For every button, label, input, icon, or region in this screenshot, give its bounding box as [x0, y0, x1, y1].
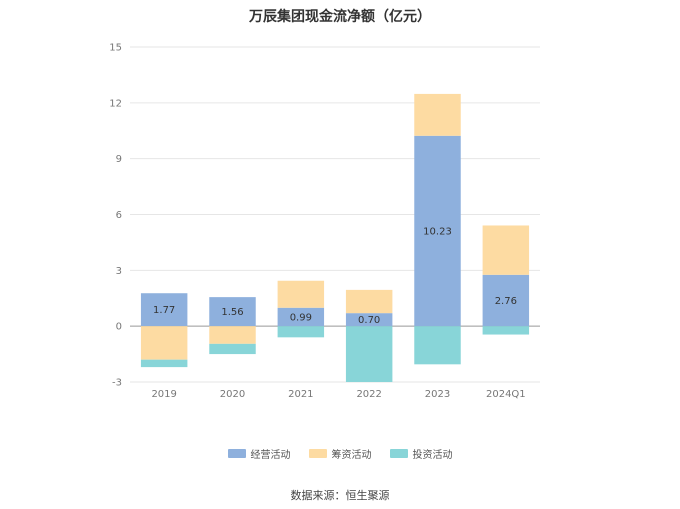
- legend-label: 投资活动: [412, 450, 453, 461]
- legend-label: 经营活动: [250, 450, 291, 461]
- legend-swatch: [308, 449, 327, 458]
- bar-segment: [277, 326, 325, 338]
- bar-segment: [482, 274, 530, 327]
- legend-item[interactable]: 投资活动: [389, 446, 453, 461]
- bar-segment: [414, 93, 461, 136]
- legend-item[interactable]: 筹资活动: [308, 446, 372, 461]
- bar-segment: [414, 326, 461, 365]
- bar-segment: [140, 359, 188, 368]
- bar-segment: [209, 297, 256, 327]
- bar-segment: [345, 313, 393, 327]
- legend-swatch: [227, 449, 246, 458]
- x-tick-label: 2022: [356, 389, 381, 400]
- x-tick-label: 2023: [425, 389, 450, 400]
- bar-segment: [482, 326, 530, 335]
- bar-data-label: 1.56: [221, 307, 243, 318]
- bar-segment: [277, 307, 325, 327]
- bar-segment: [277, 280, 325, 308]
- bar-segment: [345, 326, 393, 382]
- bar-segment: [209, 326, 256, 344]
- y-tick-label: 6: [116, 210, 122, 221]
- legend-label: 筹资活动: [331, 450, 372, 461]
- x-tick-label: 2019: [151, 389, 176, 400]
- chart-title: 万辰集团现金流净额（亿元）: [249, 9, 431, 25]
- x-tick-label: 2020: [220, 389, 245, 400]
- y-tick-label: -3: [112, 378, 122, 389]
- chart-plot: -3 0 3 6 9 12 15 1.77 1.56 0.99 0.70 10.23 2.76 2019 2…: [109, 43, 540, 400]
- y-tick-label: 0: [116, 322, 122, 333]
- bar-data-label: 10.23: [423, 226, 452, 237]
- x-tick-label: 2024Q1: [486, 389, 526, 400]
- y-tick-label: 15: [109, 43, 122, 54]
- legend-item[interactable]: 经营活动: [227, 446, 291, 461]
- data-source-note: 数据来源：恒生聚源: [290, 489, 390, 502]
- bar-segment: [140, 293, 188, 327]
- chart-legend: 经营活动 筹资活动 投资活动: [0, 446, 680, 461]
- y-tick-label: 9: [116, 154, 122, 165]
- bar-data-label: 2.76: [495, 296, 517, 307]
- bar-data-label: 1.77: [153, 305, 175, 316]
- y-tick-label: 3: [116, 266, 122, 277]
- bar-segment: [482, 225, 530, 275]
- x-tick-label: 2021: [288, 389, 313, 400]
- legend-swatch: [389, 449, 408, 458]
- bar-segment: [345, 289, 393, 314]
- bar-data-label: 0.70: [358, 315, 380, 326]
- y-tick-label: 12: [109, 98, 122, 109]
- bar-segment: [140, 326, 188, 360]
- bar-segment: [209, 343, 256, 355]
- bar-segment: [414, 135, 461, 327]
- bar-data-label: 0.99: [290, 312, 312, 323]
